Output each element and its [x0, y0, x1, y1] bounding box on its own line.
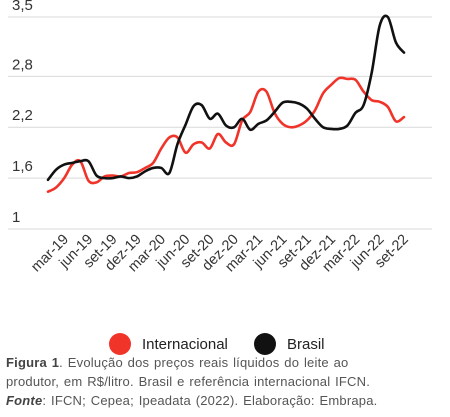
y-tick-label: 3,5 [12, 0, 33, 14]
y-tick-label: 1,6 [12, 158, 33, 175]
series-line-brasil [46, 14, 406, 182]
legend: Internacional Brasil [109, 333, 325, 355]
y-tick-label: 1 [12, 209, 20, 226]
caption-source-text: : IFCN; Cepea; Ipeadata (2022). Elaboraç… [42, 393, 378, 408]
legend-label-brasil: Brasil [287, 336, 325, 353]
caption-source-label: Fonte [6, 393, 43, 408]
line-chart: 1 1,6 2,2 2,8 3,5 mar-19jun-19set-19dez-19ma… [8, 0, 432, 355]
y-axis-ticks: 1 1,6 2,2 2,8 3,5 [12, 0, 33, 226]
figure-caption: Figura 1. Evolução dos preços reais líqu… [6, 353, 444, 410]
series-lines [46, 14, 406, 193]
caption-figure-label: Figura 1 [6, 355, 60, 370]
y-tick-label: 2,2 [12, 107, 33, 124]
x-axis-ticks: mar-19jun-19set-19dez-19mar-20jun-20set-… [28, 232, 412, 276]
caption-title: . Evolução dos preços reais líquidos do … [59, 355, 349, 370]
grid-lines [8, 16, 432, 230]
legend-label-internacional: Internacional [142, 336, 228, 353]
caption-line-2: produtor, em R$/litro. Brasil e referênc… [6, 374, 371, 389]
legend-marker-internacional [109, 333, 131, 355]
y-tick-label: 2,8 [12, 56, 33, 73]
legend-marker-brasil [254, 333, 276, 355]
caption-line-3: Fonte: IFCN; Cepea; Ipeadata (2022). Ela… [6, 391, 444, 410]
caption-line-1: Figura 1. Evolução dos preços reais líqu… [6, 353, 444, 372]
series-line-internacional [46, 76, 406, 193]
